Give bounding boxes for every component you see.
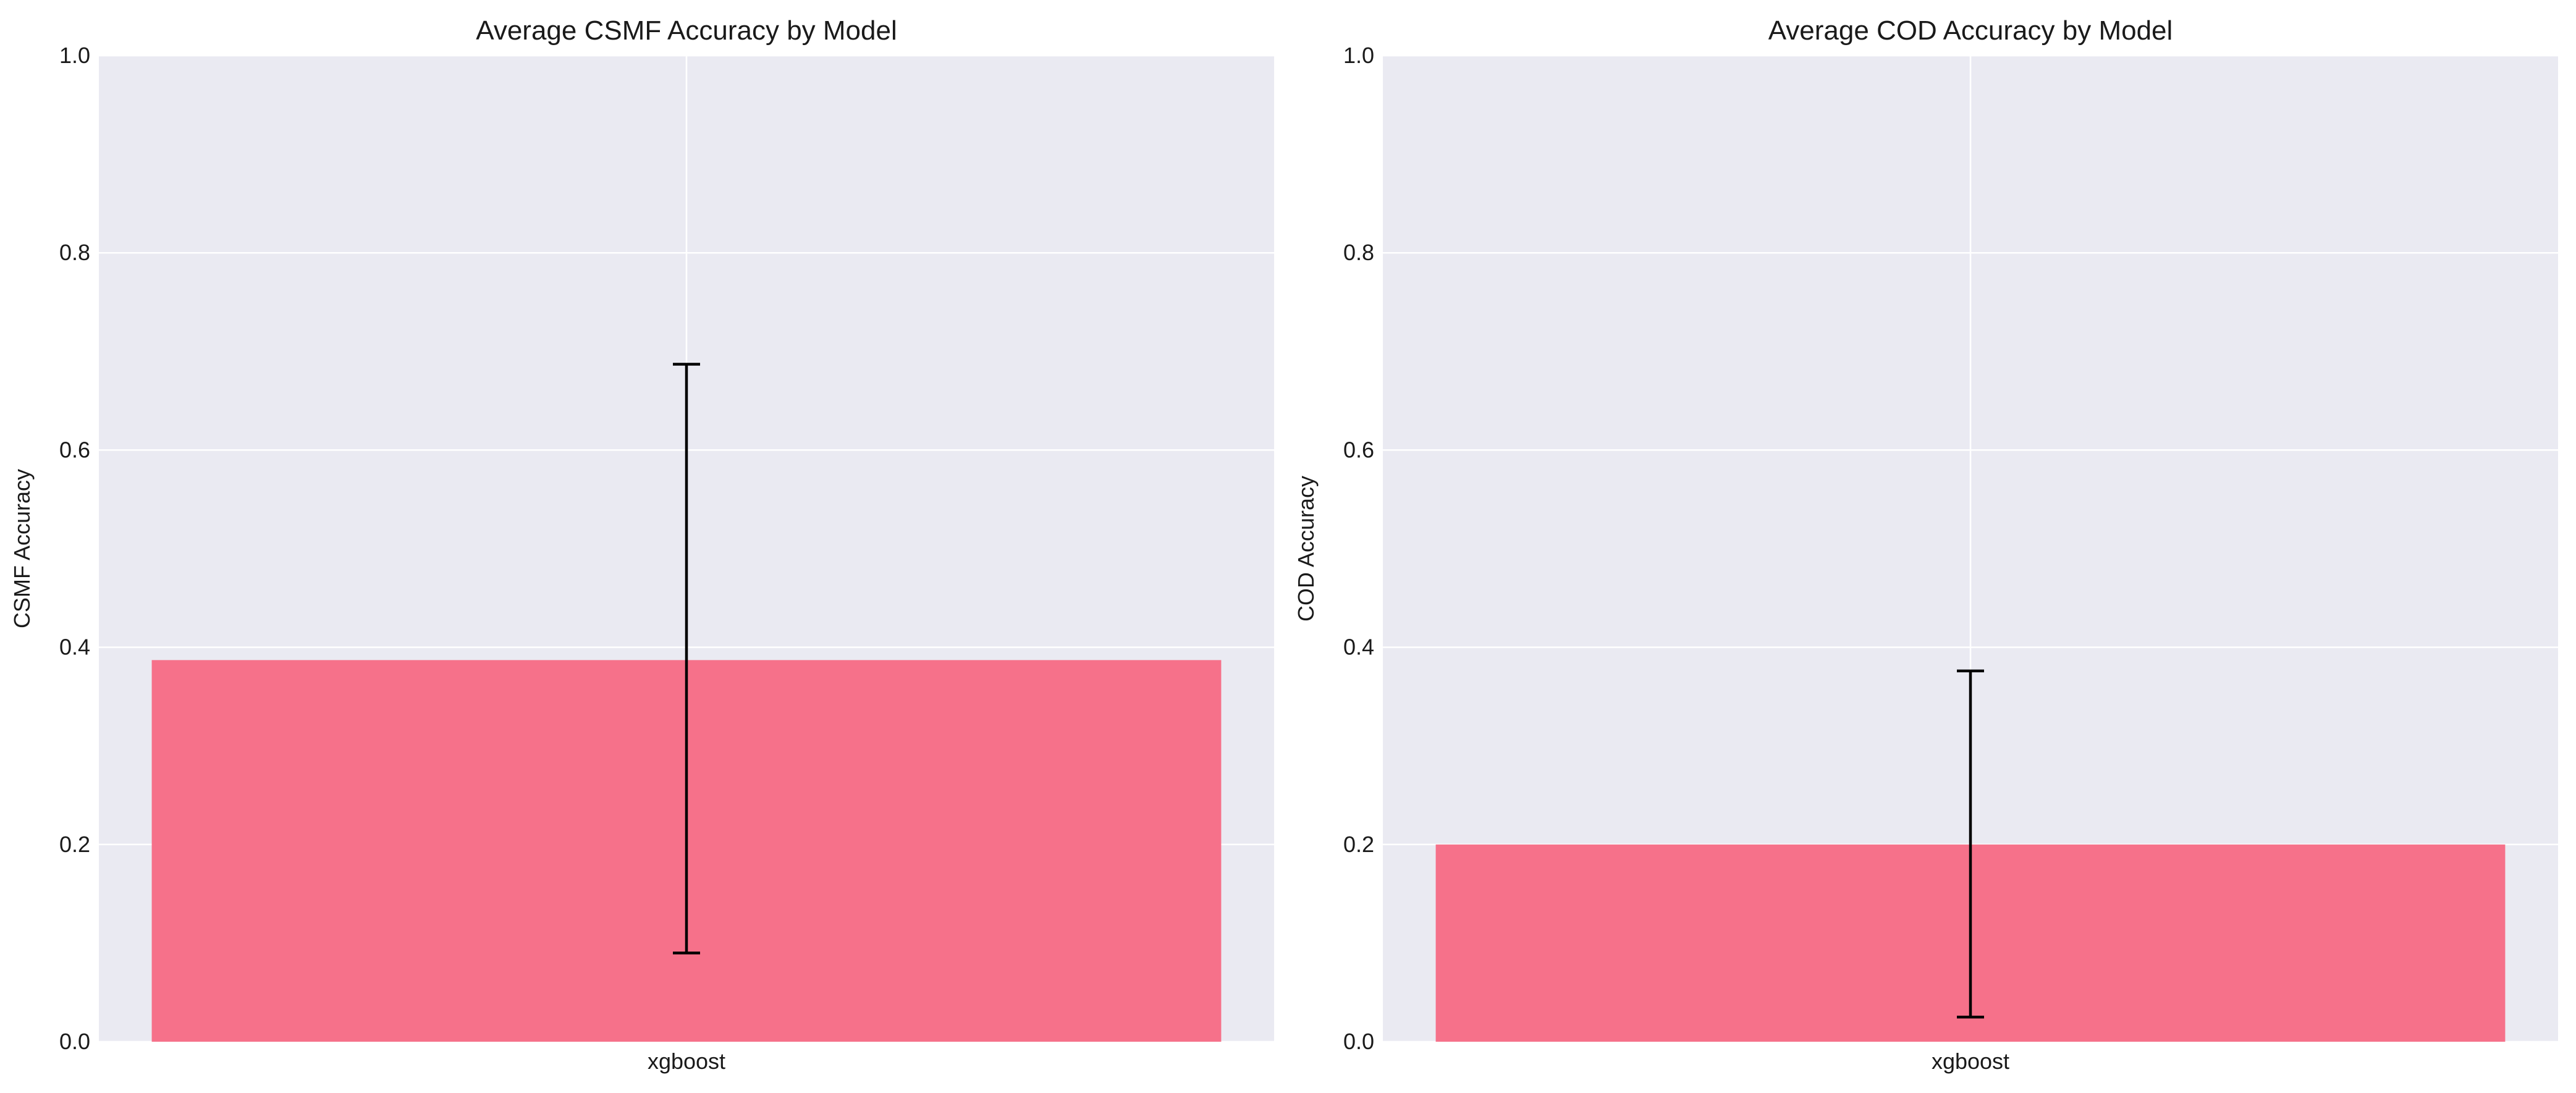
y-tick-label: 0.8 — [59, 240, 90, 265]
y-axis-label: COD Accuracy — [1293, 476, 1319, 622]
chart-title: Average CSMF Accuracy by Model — [476, 15, 897, 46]
x-tick-label: xgboost — [648, 1049, 725, 1074]
y-tick-label: 0.2 — [1343, 832, 1374, 857]
chart-panel-csmf: 0.0 0.2 0.4 0.6 0.8 1.0 xgboost Average CSMF … — [9, 15, 1274, 1074]
y-axis-label: CSMF Accuracy — [9, 469, 35, 628]
y-tick-label: 0.0 — [59, 1029, 90, 1054]
y-tick-label: 0.4 — [59, 635, 90, 660]
x-ticks: xgboost — [648, 1049, 725, 1074]
y-tick-label: 0.6 — [59, 437, 90, 462]
x-ticks: xgboost — [1932, 1049, 2009, 1074]
y-tick-label: 0.2 — [59, 832, 90, 857]
error-bars — [673, 363, 700, 955]
y-tick-label: 0.6 — [1343, 437, 1374, 462]
chart-title: Average COD Accuracy by Model — [1768, 15, 2173, 46]
y-tick-label: 0.8 — [1343, 240, 1374, 265]
y-tick-label: 0.0 — [1343, 1029, 1374, 1054]
y-tick-label: 1.0 — [1343, 43, 1374, 68]
y-tick-label: 0.4 — [1343, 635, 1374, 660]
chart-panel-cod: 0.0 0.2 0.4 0.6 0.8 1.0 xgboost Average COD A… — [1293, 15, 2558, 1074]
error-bars — [1957, 669, 1984, 1019]
y-tick-label: 1.0 — [59, 43, 90, 68]
y-ticks: 0.0 0.2 0.4 0.6 0.8 1.0 — [59, 43, 90, 1054]
y-ticks: 0.0 0.2 0.4 0.6 0.8 1.0 — [1343, 43, 1374, 1054]
x-tick-label: xgboost — [1932, 1049, 2009, 1074]
